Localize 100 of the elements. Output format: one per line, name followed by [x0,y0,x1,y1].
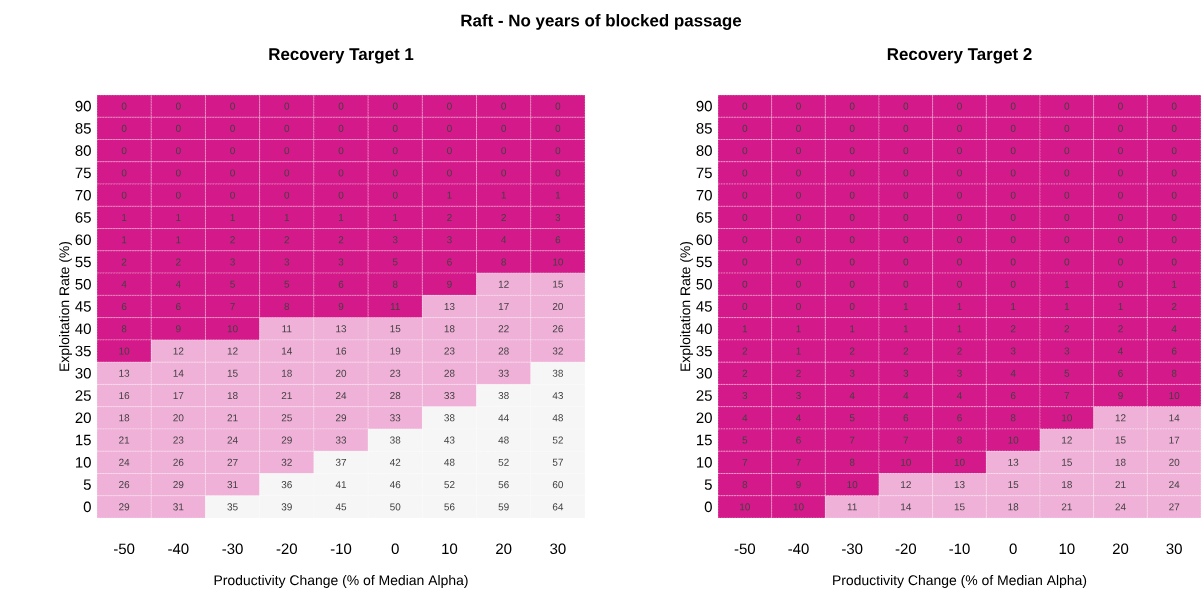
data-label: 4 [1010,369,1016,377]
data-label: 1 [903,303,909,310]
data-label: 26 [173,458,184,466]
y-tick-label: 15 [697,434,712,446]
data-label: 0 [796,147,801,155]
y-tick-label: 5 [83,479,91,490]
data-label: 48 [444,458,455,466]
y-tick-label: 5 [704,479,712,490]
data-label: 28 [444,369,455,377]
data-label: 0 [1118,258,1123,266]
data-label: 0 [1118,191,1123,199]
data-label: 0 [849,280,855,288]
data-label: 8 [284,302,290,311]
data-label: 2 [338,236,344,244]
data-label: 0 [796,102,801,110]
data-label: 5 [742,436,748,444]
data-label: 0 [849,258,855,266]
data-label: 0 [796,302,801,311]
data-label: 0 [447,147,452,155]
data-label: 0 [230,147,235,155]
data-label: 1 [122,236,127,244]
data-label: 52 [498,458,509,466]
data-label: 0 [796,258,801,266]
data-label: 37 [335,458,347,466]
data-label: 24 [227,436,238,444]
data-label: 0 [284,169,290,177]
data-label: 3 [392,236,398,244]
data-label: 27 [227,458,238,466]
data-label: 10 [954,458,965,466]
data-label: 13 [1008,458,1019,466]
data-label: 1 [796,325,801,333]
data-label: 16 [119,392,130,400]
data-label: 0 [555,102,561,110]
x-tick-label: 0 [1009,543,1017,555]
data-label: 1 [957,303,962,310]
data-label: 0 [1010,102,1016,110]
data-label: 56 [444,503,455,511]
data-label: 3 [338,258,344,266]
data-label: 1 [1011,303,1016,310]
data-label: 0 [501,147,507,155]
y-tick-label: 45 [696,301,712,312]
data-label: 0 [392,169,398,177]
data-label: 31 [173,503,184,511]
data-label: 52 [552,436,563,444]
data-label: 0 [903,147,909,155]
data-label: 29 [281,436,292,444]
data-label: 0 [121,124,127,132]
data-label: 4 [175,280,181,288]
x-tick-label: -10 [330,543,352,555]
data-label: 0 [1171,102,1177,110]
data-label: 6 [1010,392,1016,400]
y-tick-label: 60 [75,234,91,245]
data-label: 12 [498,280,509,288]
data-label: 1 [742,325,748,333]
data-label: 4 [956,392,962,399]
data-label: 1 [796,347,801,355]
data-label: 0 [1118,147,1123,155]
data-label: 0 [1118,280,1123,288]
data-label: 0 [957,147,962,155]
data-label: 10 [847,481,858,489]
data-label: 6 [176,302,181,311]
data-label: 18 [1115,458,1126,466]
data-label: 4 [795,414,801,422]
data-label: 38 [498,392,509,400]
data-label: 1 [850,325,855,333]
data-label: 10 [553,258,564,266]
data-label: 20 [335,369,347,377]
data-label: 0 [903,258,909,266]
y-tick-label: 35 [75,345,91,357]
data-label: 44 [498,414,509,422]
data-label: 17 [1169,436,1180,444]
data-label: 15 [954,503,965,511]
data-label: 0 [1064,258,1070,266]
data-label: 1 [122,214,127,221]
data-label: 48 [498,436,509,444]
data-label: 2 [1010,325,1016,333]
data-label: 28 [498,347,509,355]
data-label: 0 [849,191,855,199]
data-label: 6 [121,302,127,311]
data-label: 0 [1064,147,1070,155]
data-label: 6 [555,236,561,244]
data-label: 8 [121,325,127,333]
data-label: 0 [1118,169,1123,177]
data-label: 0 [957,169,962,177]
data-label: 0 [1010,191,1016,199]
x-tick-label: -30 [222,543,243,555]
data-label: 2 [447,213,452,221]
data-label: 0 [501,169,507,177]
data-label: 46 [389,481,401,489]
data-label: 2 [1171,303,1177,310]
data-label: 11 [282,325,292,333]
data-label: 24 [1115,503,1126,511]
data-label: 13 [336,325,347,333]
chart-subtitle: Recovery Target 1 [269,48,414,64]
x-tick-label: -40 [788,543,809,555]
data-label: 27 [1169,503,1180,511]
data-label: 5 [230,280,235,288]
data-label: 12 [227,347,238,355]
data-label: 0 [1171,169,1177,177]
data-label: 24 [119,458,130,466]
